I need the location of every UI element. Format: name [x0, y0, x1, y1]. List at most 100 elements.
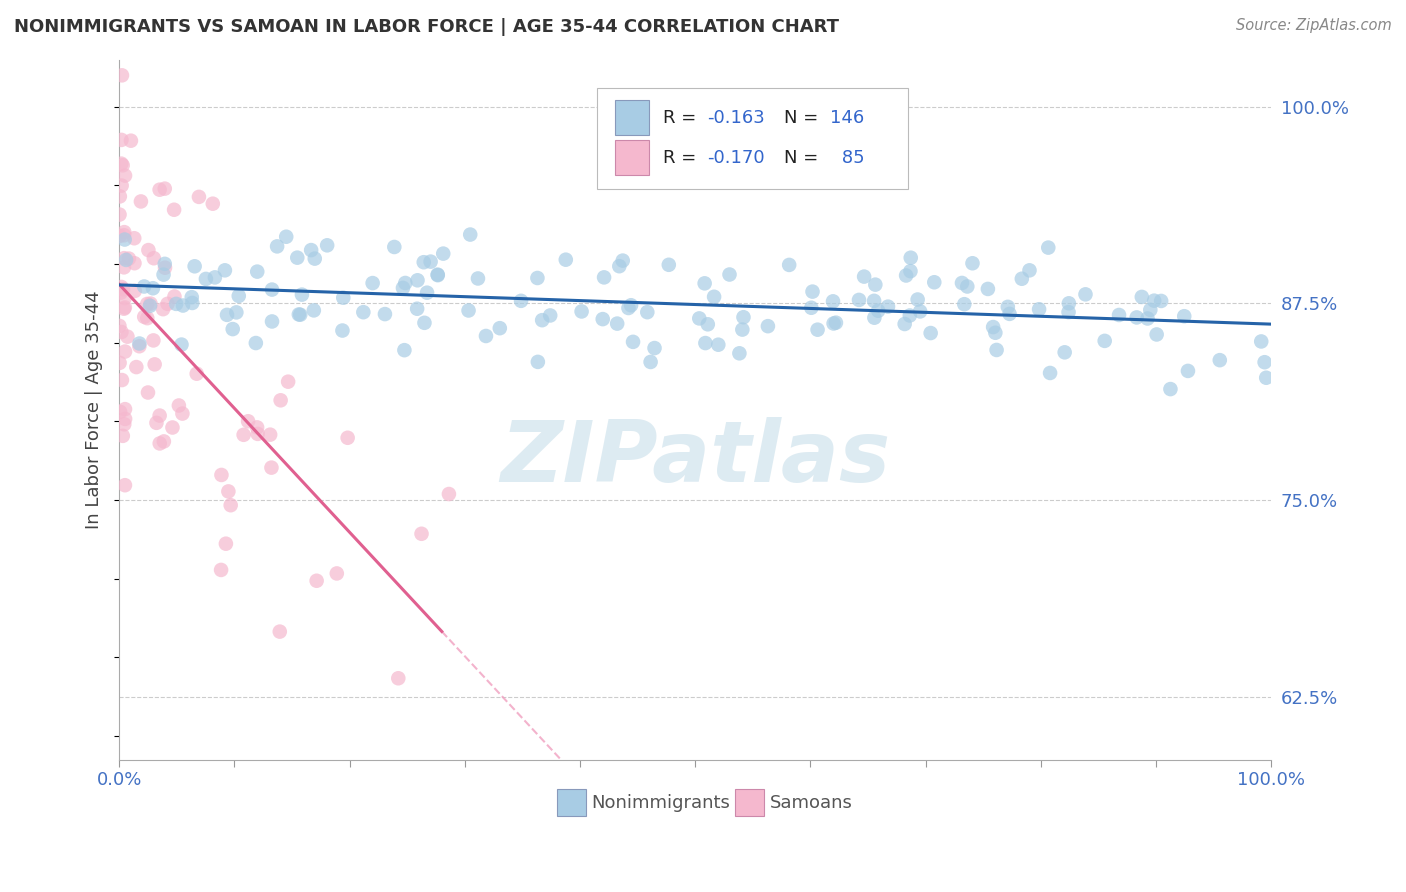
Point [266, 239, 288, 253]
Point [115, 252, 138, 267]
Point [411, 526, 433, 541]
Point [163, 202, 186, 217]
Point [117, 329, 139, 343]
Point [129, 194, 152, 209]
FancyBboxPatch shape [735, 789, 765, 815]
Point [170, 337, 193, 351]
Point [821, 294, 844, 309]
Point [136, 385, 159, 400]
Point [1094, 334, 1116, 348]
Point [305, 574, 328, 588]
Point [998, 307, 1021, 321]
Point [128, 339, 150, 353]
Point [114, 169, 136, 183]
Point [142, 281, 165, 295]
Point [153, 257, 176, 271]
Point [953, 297, 976, 311]
Point [863, 310, 886, 325]
Point [1057, 305, 1080, 319]
Point [114, 291, 136, 305]
Point [108, 405, 131, 419]
FancyBboxPatch shape [598, 87, 908, 189]
Point [731, 322, 754, 336]
Point [703, 290, 725, 304]
Point [554, 252, 576, 267]
Point [394, 343, 416, 358]
Point [215, 537, 238, 551]
Point [111, 429, 134, 443]
Point [276, 229, 298, 244]
Point [387, 671, 409, 685]
Point [302, 303, 325, 318]
Point [217, 484, 239, 499]
Point [204, 270, 226, 285]
Point [222, 322, 245, 336]
Point [112, 301, 135, 316]
Point [209, 563, 232, 577]
Point [219, 498, 242, 512]
Point [406, 301, 429, 316]
Point [907, 293, 929, 307]
Point [236, 414, 259, 428]
Point [693, 277, 716, 291]
Point [621, 334, 644, 349]
Point [1039, 366, 1062, 380]
Point [110, 280, 132, 294]
Point [688, 311, 710, 326]
Text: R =: R = [664, 109, 702, 127]
Point [981, 320, 1004, 334]
FancyBboxPatch shape [614, 100, 650, 135]
Point [801, 285, 824, 299]
Point [920, 326, 942, 340]
Point [510, 293, 533, 308]
Point [956, 279, 979, 293]
Point [172, 299, 194, 313]
Point [326, 566, 349, 581]
Text: ZIPatlas: ZIPatlas [501, 417, 890, 500]
Point [644, 341, 666, 355]
Point [124, 284, 146, 298]
Point [592, 312, 614, 326]
Point [893, 317, 915, 331]
Text: 85: 85 [835, 149, 865, 167]
Point [136, 297, 159, 311]
Point [406, 273, 429, 287]
Point [695, 336, 717, 351]
Point [111, 158, 134, 172]
Point [288, 308, 311, 322]
Text: Source: ZipAtlas.com: Source: ZipAtlas.com [1236, 18, 1392, 33]
Point [112, 228, 135, 243]
Point [108, 318, 131, 333]
Point [186, 367, 208, 381]
Point [228, 289, 250, 303]
Point [149, 436, 172, 450]
Point [332, 291, 354, 305]
Point [1018, 263, 1040, 277]
Point [778, 258, 800, 272]
Point [142, 251, 165, 265]
Point [136, 311, 159, 326]
Point [114, 412, 136, 426]
Text: -0.170: -0.170 [707, 149, 765, 167]
Point [571, 304, 593, 318]
Text: N =: N = [785, 109, 824, 127]
Point [316, 238, 339, 252]
Point [1011, 271, 1033, 285]
Point [467, 271, 489, 285]
Point [416, 285, 439, 300]
FancyBboxPatch shape [557, 789, 586, 815]
Point [153, 260, 176, 275]
Point [128, 336, 150, 351]
Point [612, 253, 634, 268]
Point [134, 279, 156, 293]
Point [183, 260, 205, 274]
Point [332, 324, 354, 338]
Point [215, 308, 238, 322]
Point [1139, 302, 1161, 317]
Point [984, 326, 1007, 340]
Point [162, 420, 184, 434]
Point [733, 310, 755, 325]
Point [246, 426, 269, 441]
Point [111, 282, 134, 296]
Point [1057, 296, 1080, 310]
